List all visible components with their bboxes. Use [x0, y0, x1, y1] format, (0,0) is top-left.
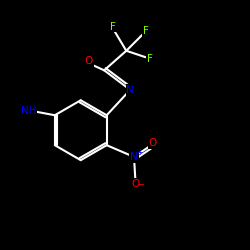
Text: N: N	[126, 85, 134, 95]
Text: O: O	[149, 138, 157, 148]
Text: +: +	[136, 148, 143, 157]
Text: N: N	[130, 152, 138, 162]
Text: F: F	[143, 26, 149, 36]
Text: NH: NH	[21, 106, 36, 116]
Text: F: F	[147, 54, 153, 64]
Text: −: −	[138, 180, 144, 189]
Text: O: O	[84, 56, 93, 66]
Text: F: F	[110, 22, 116, 32]
Text: O: O	[131, 179, 140, 189]
